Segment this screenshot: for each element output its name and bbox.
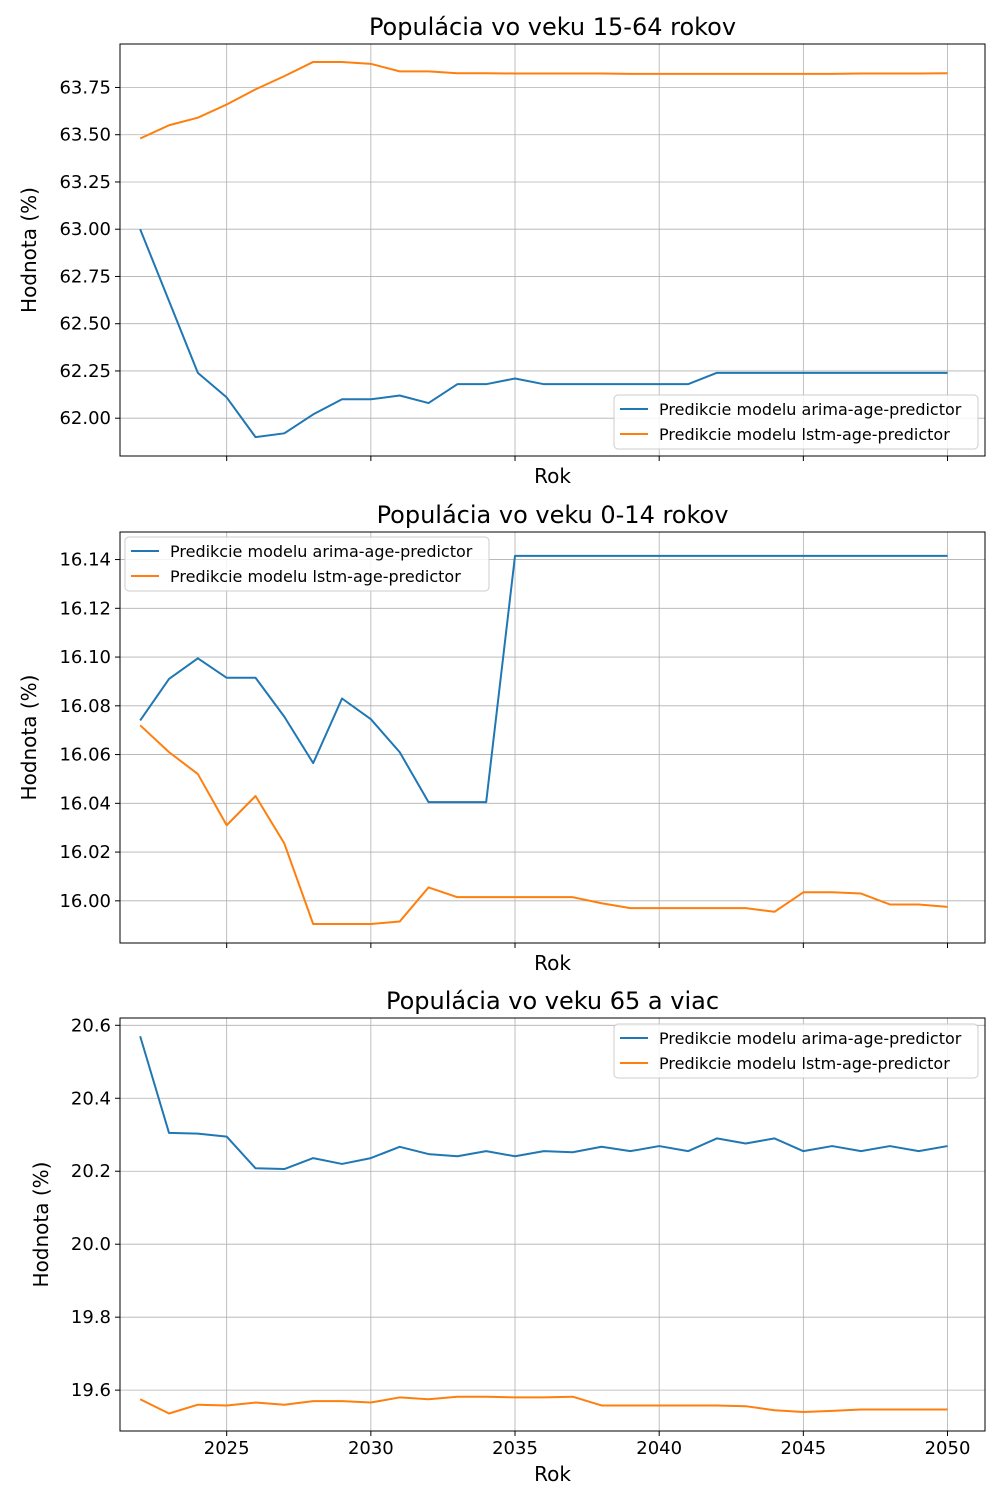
- y-tick-label: 20.6: [71, 1015, 111, 1036]
- legend-label: Predikcie modelu lstm-age-predictor: [170, 567, 461, 586]
- chart-panel-1: 62.00 62.25 62.50 62.75 63.00 63.25 63.50 63.75…: [17, 13, 986, 488]
- y-tick-label: 16.08: [59, 696, 111, 717]
- y-axis-label: Hodnota (%): [17, 675, 41, 801]
- y-tick-label: 62.25: [59, 361, 111, 382]
- chart-title: Populácia vo veku 15-64 rokov: [369, 13, 736, 41]
- plot-frame: [119, 43, 986, 457]
- y-tick-label: 62.50: [59, 314, 111, 335]
- y-tick-label: 16.10: [59, 647, 111, 668]
- series-line-arima: [139, 554, 948, 804]
- x-tick-label: 2040: [636, 1438, 682, 1459]
- y-tick-label: 20.2: [71, 1161, 111, 1182]
- legend: Predikcie modelu arima-age-predictor Pred…: [124, 536, 490, 592]
- series-line-lstm: [139, 724, 948, 925]
- series-line-arima: [139, 228, 948, 439]
- chart-panel-3: 2025 2030 2035 2040 2045 2050 19.6 19.8 20.0 20.2…: [29, 987, 986, 1486]
- x-tick-label: 2035: [492, 1438, 538, 1459]
- y-tick-label: 63.75: [59, 77, 111, 98]
- plot-frame: [119, 531, 986, 944]
- legend-box: [613, 1023, 979, 1079]
- y-tick-label: 16.14: [59, 550, 111, 571]
- legend-box: [124, 536, 490, 592]
- y-tick-label: 20.4: [71, 1088, 111, 1109]
- legend: Predikcie modelu arima-age-predictor Pred…: [613, 394, 979, 450]
- series-line-lstm: [139, 1395, 948, 1415]
- y-tick-label: 16.04: [59, 793, 111, 814]
- legend-label: Predikcie modelu arima-age-predictor: [659, 400, 962, 419]
- chart-title: Populácia vo veku 65 a viac: [386, 987, 719, 1015]
- legend-box: [613, 394, 979, 450]
- y-axis-label: Hodnota (%): [29, 1162, 53, 1288]
- legend-label: Predikcie modelu arima-age-predictor: [170, 542, 473, 561]
- y-axis-label: Hodnota (%): [17, 187, 41, 313]
- legend: Predikcie modelu arima-age-predictor Pred…: [613, 1023, 979, 1079]
- y-tick-label: 63.25: [59, 172, 111, 193]
- y-tick-label: 16.00: [59, 891, 111, 912]
- legend-label: Predikcie modelu lstm-age-predictor: [659, 1054, 950, 1073]
- y-tick-label: 63.50: [59, 125, 111, 146]
- legend-label: Predikcie modelu lstm-age-predictor: [659, 425, 950, 444]
- y-tick-label: 16.06: [59, 745, 111, 766]
- x-tick-label: 2045: [780, 1438, 826, 1459]
- y-tick-label: 19.8: [71, 1307, 111, 1328]
- x-tick-label: 2030: [348, 1438, 394, 1459]
- y-tick-label: 20.0: [71, 1234, 111, 1255]
- series-line-lstm: [139, 60, 948, 140]
- series-line-arima: [139, 1035, 948, 1171]
- y-tick-label: 16.02: [59, 842, 111, 863]
- chart-panel-2: 16.00 16.02 16.04 16.06 16.08 16.10 16.12 16.14…: [17, 501, 986, 975]
- chart-title: Populácia vo veku 0-14 rokov: [377, 501, 729, 529]
- y-tick-label: 63.00: [59, 219, 111, 240]
- plot-frame: [119, 1017, 986, 1432]
- legend-label: Predikcie modelu arima-age-predictor: [659, 1029, 962, 1048]
- y-tick-label: 62.00: [59, 408, 111, 429]
- x-axis-label: Rok: [534, 951, 571, 975]
- x-axis-label: Rok: [534, 1462, 571, 1486]
- y-tick-label: 16.12: [59, 598, 111, 619]
- x-tick-label: 2025: [204, 1438, 250, 1459]
- x-axis-label: Rok: [534, 464, 571, 488]
- y-tick-label: 19.6: [71, 1380, 111, 1401]
- y-tick-label: 62.75: [59, 266, 111, 287]
- x-tick-label: 2050: [925, 1438, 971, 1459]
